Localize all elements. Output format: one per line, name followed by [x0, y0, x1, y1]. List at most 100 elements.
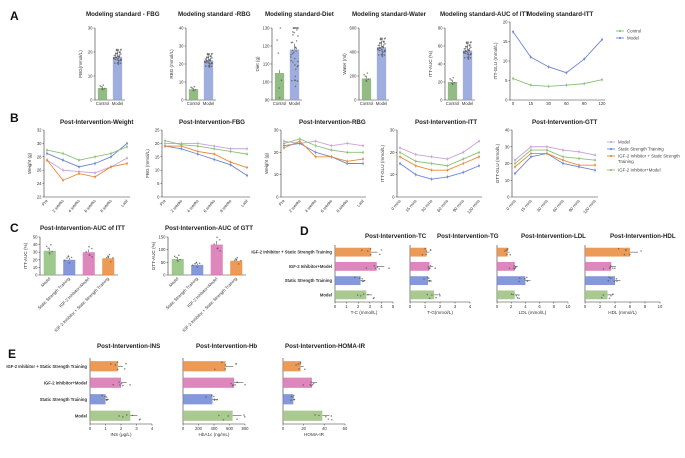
series-line-4 [46, 146, 128, 161]
x-tick-label: 3 [369, 304, 372, 309]
data-point [314, 414, 316, 416]
x-tick-label: 0 mins [390, 198, 402, 211]
y-tick-label: 10 [503, 59, 508, 64]
x-tick-label: Control [360, 101, 374, 106]
y-tick-label: 30 [37, 141, 42, 146]
bar-1 [43, 250, 56, 275]
y-tick-label: 10 [505, 178, 510, 183]
bar-4 [230, 260, 243, 275]
data-point [297, 27, 299, 29]
data-point [363, 73, 365, 76]
data-point [101, 88, 104, 91]
data-point [290, 399, 292, 401]
series-line-1 [399, 140, 480, 160]
data-point [224, 364, 227, 366]
data-point [178, 254, 180, 256]
data-point [463, 51, 465, 54]
chart-b3: Post-Intervention-RBG 0 10 20 30 Weight (g) Pr… [264, 119, 366, 213]
data-point [377, 44, 380, 47]
data-point [48, 251, 51, 254]
x-tick-label: 4 weeks [186, 198, 200, 213]
data-point [297, 363, 300, 365]
data-point [425, 253, 428, 256]
data-point [125, 414, 128, 416]
data-point [467, 58, 470, 60]
data-point [378, 253, 381, 256]
chart-title: Post-Intervention-Weight [60, 119, 133, 126]
data-point [376, 266, 379, 268]
x-tick-label: 90 mins [568, 198, 581, 212]
bar-4 [497, 290, 515, 300]
data-point [297, 60, 299, 63]
data-point [68, 262, 71, 264]
data-point [609, 266, 612, 268]
data-point [519, 277, 521, 279]
series-line-4 [514, 149, 596, 164]
y-tick-label: 0 [157, 195, 160, 200]
data-point [194, 88, 197, 91]
chart-title: Modeling standard-Diet [265, 11, 334, 18]
data-point [379, 38, 382, 40]
data-point [617, 247, 620, 250]
x-tick-label: 0 mins [505, 198, 517, 211]
chart-title: Modeling standard-AUC of ITT [440, 11, 529, 18]
data-point [175, 256, 178, 259]
y-tick-label: 5 [157, 181, 160, 186]
data-point [468, 49, 470, 51]
data-point [628, 253, 631, 256]
data-point [177, 260, 179, 262]
data-point [439, 294, 441, 297]
data-point [295, 40, 298, 42]
data-point [361, 277, 364, 280]
data-point [426, 276, 429, 279]
data-point [205, 65, 207, 67]
y-tick-label: 25 [155, 128, 160, 133]
data-point [117, 57, 119, 60]
bar-1 [188, 89, 199, 100]
data-point [294, 57, 296, 60]
bar-3 [210, 244, 223, 275]
y-tick-label: 20 [88, 50, 93, 55]
data-point [451, 83, 454, 86]
data-point [381, 38, 383, 41]
data-point [381, 37, 383, 40]
data-point [139, 418, 142, 420]
data-point [381, 55, 384, 58]
x-axis-label: T-C (mmol/L) [351, 310, 378, 315]
data-point [506, 249, 509, 251]
chart-title: Post-Intervention-TC [365, 233, 427, 240]
x-tick-label: Control [187, 101, 201, 106]
y-tick-label: 50 [33, 235, 38, 240]
y-tick-label: 110 [263, 62, 270, 67]
data-point [67, 255, 70, 258]
y-tick-label: 10 [155, 168, 160, 173]
bar-3 [335, 276, 361, 286]
data-point [191, 87, 194, 89]
data-point [115, 58, 117, 61]
x-tick-label: 2 [120, 426, 123, 431]
data-point [213, 395, 215, 398]
chart-title: Post-Intervention-GTT [532, 119, 598, 126]
chart-title: Post-Intervention-HOMA-IR [285, 343, 366, 350]
data-point [91, 247, 93, 250]
bar-3 [585, 276, 615, 286]
x-tick-label: 10 [658, 304, 663, 309]
panel-label-b: B [10, 111, 19, 125]
y-tick-label: 15 [155, 154, 160, 159]
data-point [290, 56, 292, 58]
data-point [508, 267, 511, 270]
data-point [452, 76, 455, 79]
x-tick-label: 2 weeks [288, 198, 302, 213]
bar-4 [90, 410, 131, 421]
bar-1 [90, 361, 118, 372]
data-point [234, 384, 236, 386]
data-point [384, 43, 386, 45]
data-point [104, 395, 106, 398]
y-tick-label: 60 [438, 44, 443, 49]
x-axis-label: HOMA-IR [304, 432, 325, 437]
data-point [309, 384, 311, 386]
y-tick-label: 40 [438, 62, 443, 67]
bar-2 [203, 60, 214, 100]
x-tick-label: 6 [538, 304, 541, 309]
data-point [63, 259, 66, 262]
